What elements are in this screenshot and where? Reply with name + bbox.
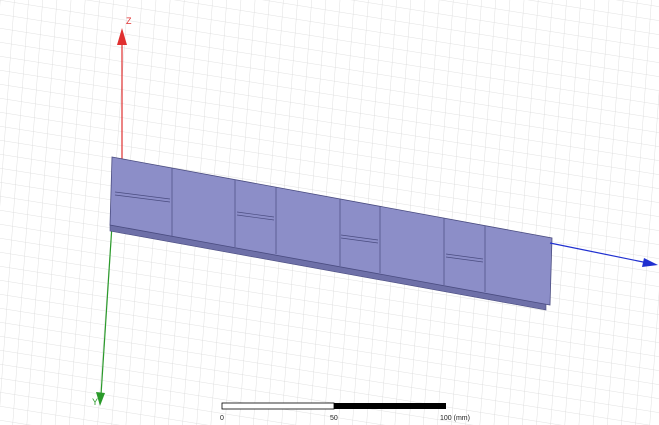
- scale-bar-white: [222, 403, 334, 409]
- page: Z Y 0 50 100 (mm) (() => { const data = …: [0, 0, 659, 425]
- scale-label: 100 (mm): [440, 415, 470, 422]
- z-label: Z: [126, 16, 132, 26]
- scale-label: 0: [220, 415, 224, 422]
- y-label: Y: [92, 397, 98, 407]
- scale-bar-black: [334, 403, 446, 409]
- modeler-view: Z Y 0 50 100 (mm): [0, 0, 659, 425]
- scale-label: 50: [330, 415, 338, 422]
